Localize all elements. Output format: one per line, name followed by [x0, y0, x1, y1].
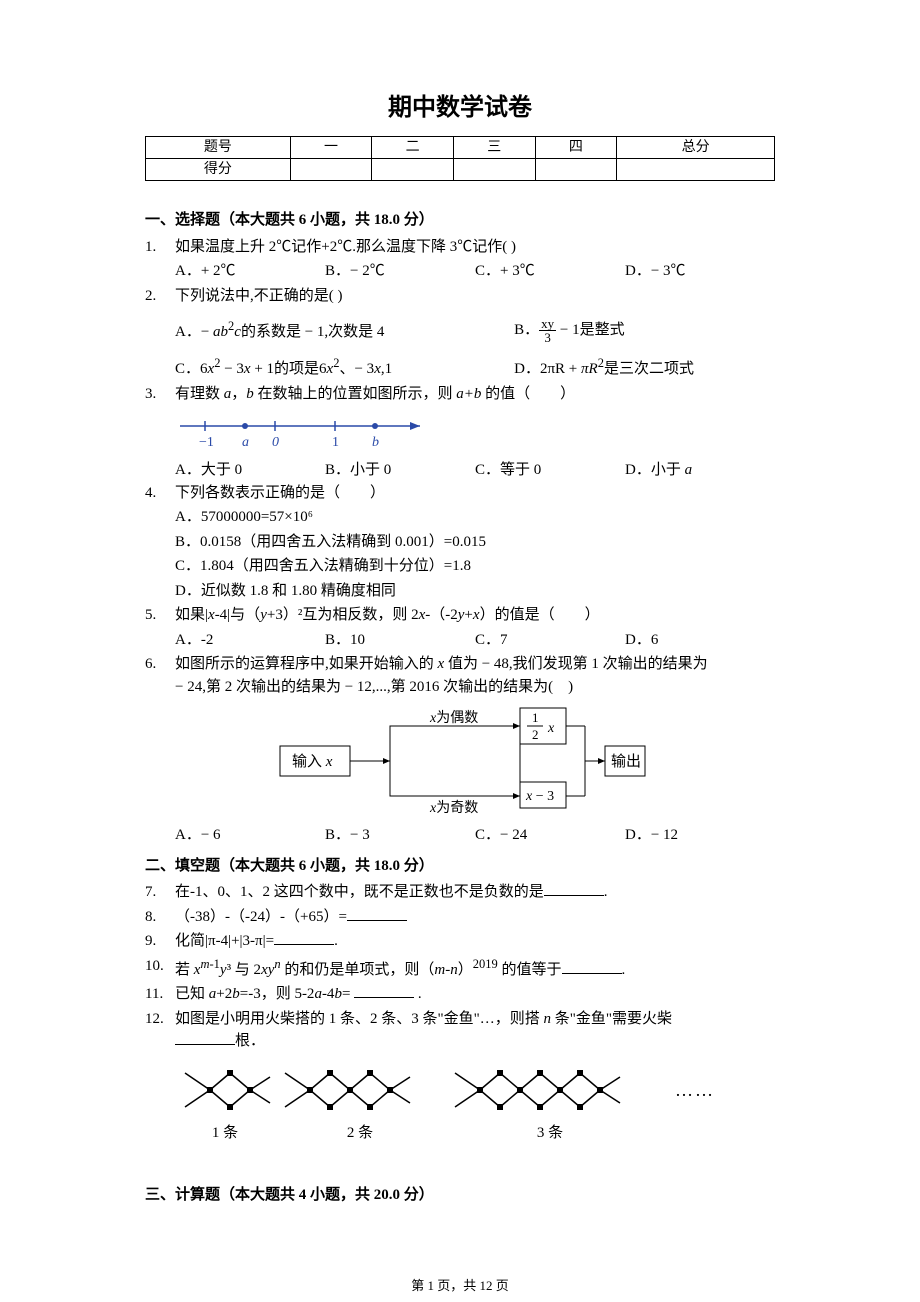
opt-c: C．6x2 − 3x + 1的项是6x2、− 3x,1	[175, 354, 514, 381]
svg-text:2: 2	[532, 727, 539, 742]
opt-c: C．7	[475, 629, 625, 652]
opt-c: C．+ 3℃	[475, 260, 625, 283]
fish-diagram: ……	[145, 1063, 775, 1118]
blank[interactable]	[544, 881, 604, 896]
flowchart-diagram: 输入 x x为偶数 x为奇数 1 2 x x − 3 输出	[145, 706, 775, 816]
q-num: 6.	[145, 653, 175, 698]
opt-d: D．6	[625, 629, 775, 652]
q-num: 3.	[145, 383, 175, 406]
opt-a: A．+ 2℃	[175, 260, 325, 283]
th-1: 一	[290, 137, 372, 159]
section-3-header: 三、计算题（本大题共 4 小题，共 20.0 分）	[145, 1184, 775, 1207]
opt-b: B．小于 0	[325, 459, 475, 482]
svg-text:−1: −1	[199, 435, 214, 450]
question-4: 4. 下列各数表示正确的是（ ） A．57000000=57×10⁶ B．0.0…	[145, 482, 775, 603]
opt-d: D．小于 a	[625, 459, 775, 482]
svg-text:输入 x: 输入 x	[292, 753, 333, 770]
svg-text:x: x	[547, 721, 555, 736]
th-2: 二	[372, 137, 454, 159]
page-footer: 第 1 页，共 12 页	[0, 1276, 920, 1296]
svg-text:0: 0	[272, 435, 279, 450]
opt-b: B．0.0158（用四舍五入法精确到 0.001）=0.015	[175, 531, 775, 554]
svg-text:1: 1	[532, 710, 539, 725]
section-2-header: 二、填空题（本大题共 6 小题，共 18.0 分）	[145, 855, 775, 878]
opt-c: C．− 24	[475, 824, 625, 847]
question-8: 8. （-38）-（-24）-（+65）=	[145, 906, 775, 929]
opt-c: C．等于 0	[475, 459, 625, 482]
blank[interactable]	[347, 906, 407, 921]
opt-d: D．近似数 1.8 和 1.80 精确度相同	[175, 580, 775, 603]
question-5: 5. 如果|x-4|与（y+3）²互为相反数，则 2x-（-2y+x）的值是（ …	[145, 604, 775, 651]
page-title: 期中数学试卷	[145, 90, 775, 126]
q-text: 如果温度上升 2℃记作+2℃.那么温度下降 3℃记作( )	[175, 236, 775, 259]
svg-text:x为偶数: x为偶数	[429, 710, 478, 726]
q-text: 如果|x-4|与（y+3）²互为相反数，则 2x-（-2y+x）的值是（ ）	[175, 604, 775, 627]
q6-line1: 如图所示的运算程序中,如果开始输入的 x 值为 − 48,我们发现第 1 次输出…	[175, 653, 775, 676]
opt-d: D．2πR + πR2是三次二项式	[514, 354, 775, 381]
opt-c: C．1.804（用四舍五入法精确到十分位）=1.8	[175, 555, 775, 578]
score-table: 题号 一 二 三 四 总分 得分	[145, 136, 775, 181]
q-num: 4.	[145, 482, 175, 603]
question-10: 10. 若 xm-1y³ 与 2xyn 的和仍是单项式，则（m-n）2019 的…	[145, 955, 775, 982]
opt-b: B．− 3	[325, 824, 475, 847]
svg-text:b: b	[372, 435, 379, 450]
question-3: 3. 有理数 a，b 在数轴上的位置如图所示，则 a+b 的值（ ）	[145, 383, 775, 406]
opt-b: B．xy3 − 1是整式	[514, 317, 775, 344]
svg-text:a: a	[242, 435, 249, 450]
blank[interactable]	[562, 959, 622, 974]
opt-a: A．57000000=57×10⁶	[175, 506, 775, 529]
q-text: 有理数 a，b 在数轴上的位置如图所示，则 a+b 的值（ ）	[175, 383, 775, 406]
q-num: 5.	[145, 604, 175, 651]
question-11: 11. 已知 a+2b=-3，则 5-2a-4b= .	[145, 983, 775, 1006]
ellipsis: ……	[675, 1077, 715, 1104]
q-text: 下列各数表示正确的是（ ）	[175, 482, 775, 505]
th-3: 三	[453, 137, 535, 159]
th-4: 四	[535, 137, 617, 159]
svg-text:x为奇数: x为奇数	[429, 799, 478, 816]
svg-text:输出: 输出	[611, 753, 641, 770]
opt-a: A．− 6	[175, 824, 325, 847]
fish-labels: 1 条 2 条 3 条	[145, 1122, 775, 1145]
q-num: 2.	[145, 285, 175, 381]
th-total: 总分	[617, 137, 775, 159]
question-6: 6. 如图所示的运算程序中,如果开始输入的 x 值为 − 48,我们发现第 1 …	[145, 653, 775, 698]
q-text: 下列说法中,不正确的是( )	[175, 285, 775, 308]
question-2: 2. 下列说法中,不正确的是( ) A．− ab2c的系数是 − 1,次数是 4…	[145, 285, 775, 381]
question-7: 7. 在-1、0、1、2 这四个数中，既不是正数也不是负数的是.	[145, 881, 775, 904]
opt-a: A．大于 0	[175, 459, 325, 482]
question-9: 9. 化简|π-4|+|3-π|=.	[145, 930, 775, 953]
blank[interactable]	[354, 983, 414, 998]
blank[interactable]	[175, 1030, 235, 1045]
q-num: 1.	[145, 236, 175, 283]
question-1: 1. 如果温度上升 2℃记作+2℃.那么温度下降 3℃记作( ) A．+ 2℃ …	[145, 236, 775, 283]
question-12: 12. 如图是小明用火柴搭的 1 条、2 条、3 条"金鱼"…，则搭 n 条"金…	[145, 1008, 775, 1053]
section-1-header: 一、选择题（本大题共 6 小题，共 18.0 分）	[145, 209, 775, 232]
blank[interactable]	[274, 930, 334, 945]
svg-text:1: 1	[332, 435, 339, 450]
opt-d: D．− 12	[625, 824, 775, 847]
opt-b: B．10	[325, 629, 475, 652]
opt-d: D．− 3℃	[625, 260, 775, 283]
th-label: 题号	[146, 137, 291, 159]
q6-line2: − 24,第 2 次输出的结果为 − 12,...,第 2016 次输出的结果为…	[175, 676, 775, 699]
opt-b: B．− 2℃	[325, 260, 475, 283]
svg-text:x − 3: x − 3	[525, 789, 554, 804]
opt-a: A．− ab2c的系数是 − 1,次数是 4	[175, 317, 514, 344]
row-score-label: 得分	[146, 159, 291, 181]
number-line-diagram: −1 a 0 1 b	[145, 411, 775, 453]
opt-a: A．-2	[175, 629, 325, 652]
